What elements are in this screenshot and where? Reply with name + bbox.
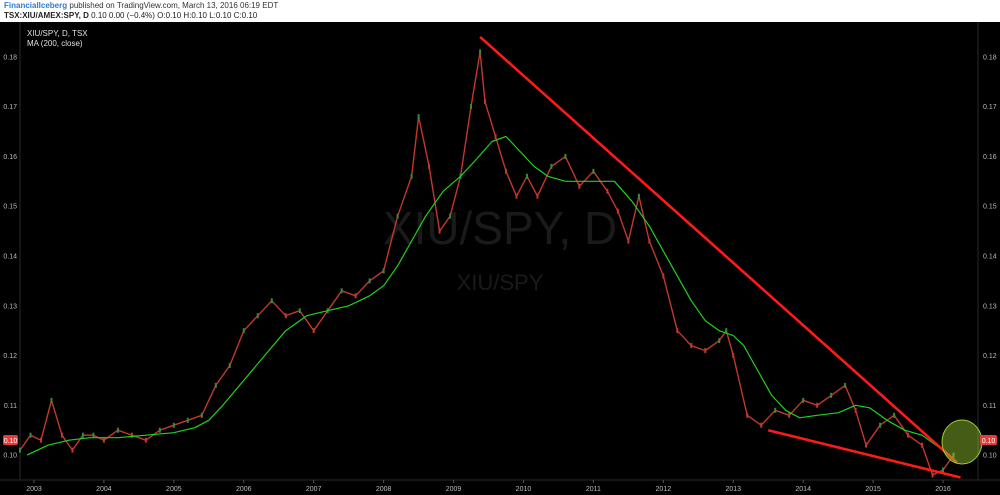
y-tick-label: 0.15 xyxy=(983,204,997,211)
y-axis-right: 0.18 0.17 0.16 0.15 0.14 0.13 0.12 0.11 0.10 xyxy=(983,54,997,459)
price-tag-left xyxy=(3,435,18,445)
x-tick-label: 2005 xyxy=(166,486,182,493)
trendline-support[interactable] xyxy=(767,428,961,479)
price-tag-right-text: 0.10 xyxy=(982,438,996,445)
y-tick-label: 0.15 xyxy=(3,204,17,211)
y-tick-label: 0.16 xyxy=(983,154,997,161)
x-tick-label: 2008 xyxy=(376,486,392,493)
author-link[interactable]: FinancialIceberg xyxy=(4,1,68,10)
y-tick-label: 0.14 xyxy=(3,253,17,260)
trendline-layer xyxy=(479,35,961,479)
x-tick-label: 2015 xyxy=(865,486,881,493)
symbol-title: TSX:XIU/AMEX:SPY, D xyxy=(4,11,89,20)
price-tag-left-text: 0.10 xyxy=(4,438,18,445)
series-layer xyxy=(19,49,955,478)
x-tick-label: 2007 xyxy=(306,486,322,493)
trendline-resistance[interactable] xyxy=(479,35,958,464)
x-tick-label: 2012 xyxy=(656,486,672,493)
x-tick-label: 2004 xyxy=(96,486,112,493)
publish-info: published on TradingView.com, March 13, … xyxy=(67,1,279,10)
y-tick-label: 0.10 xyxy=(3,453,17,460)
watermark-main: XIU/SPY, D xyxy=(383,202,617,254)
publish-line: FinancialIceberg published on TradingVie… xyxy=(4,1,278,10)
x-tick-label: 2003 xyxy=(26,486,42,493)
y-tick-label: 0.11 xyxy=(983,403,996,410)
watermark-sub: XIU/SPY xyxy=(457,270,544,295)
y-tick-label: 0.17 xyxy=(3,104,17,111)
y-tick-label: 0.10 xyxy=(983,453,997,460)
chart-header: FinancialIceberg published on TradingVie… xyxy=(0,0,1000,22)
legend-symbol: XIU/SPY, D, TSX xyxy=(27,29,88,38)
highlight-circle xyxy=(941,419,983,465)
y-tick-label: 0.12 xyxy=(3,353,17,360)
price-tag-right xyxy=(980,435,997,445)
y-tick-label: 0.18 xyxy=(983,54,997,61)
y-tick-label: 0.16 xyxy=(3,154,17,161)
ma-series-line xyxy=(26,135,951,456)
legend-ma: MA (200, close) xyxy=(27,39,83,48)
y-tick-label: 0.12 xyxy=(983,353,997,360)
x-tick-label: 2006 xyxy=(236,486,252,493)
x-tick-label: 2013 xyxy=(725,486,741,493)
x-axis: 2003 2004 2005 2006 2007 2008 2009 2010 2011 2012… xyxy=(26,480,951,493)
x-tick-label: 2016 xyxy=(935,486,951,493)
y-tick-label: 0.13 xyxy=(3,303,17,310)
price-chart[interactable]: XIU/SPY, D XIU/SPY XIU/SPY, D, TSX MA (2… xyxy=(0,22,1000,495)
y-tick-label: 0.14 xyxy=(983,253,997,260)
y-tick-label: 0.18 xyxy=(3,54,17,61)
x-tick-label: 2009 xyxy=(446,486,462,493)
y-tick-label: 0.17 xyxy=(983,104,997,111)
quote-values: 0.10 0.00 (−0.4%) O:0.10 H:0.10 L:0.10 C… xyxy=(91,11,258,20)
y-tick-label: 0.13 xyxy=(983,303,997,310)
x-tick-label: 2011 xyxy=(586,486,601,493)
y-axis-left: 0.18 0.17 0.16 0.15 0.14 0.13 0.12 0.11 0.10 xyxy=(3,54,17,459)
y-tick-label: 0.11 xyxy=(4,403,17,410)
x-tick-label: 2010 xyxy=(516,486,532,493)
x-tick-label: 2014 xyxy=(795,486,811,493)
symbol-line: TSX:XIU/AMEX:SPY, D 0.10 0.00 (−0.4%) O:… xyxy=(4,11,257,20)
chart-background xyxy=(0,22,1000,495)
